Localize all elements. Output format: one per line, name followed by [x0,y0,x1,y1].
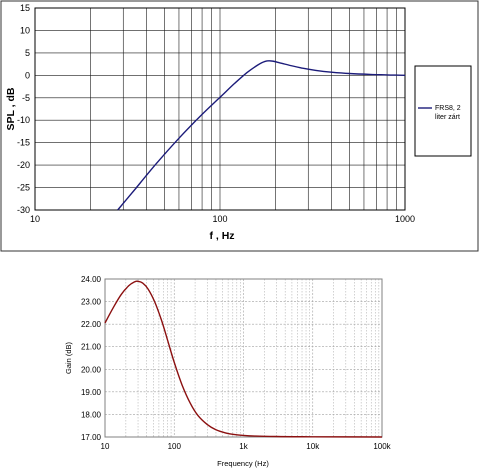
gain-series-line [104,280,383,438]
spl-x-tick-label: 1000 [395,214,415,224]
legend-box [414,65,472,157]
gain-y-tick-label: 24.00 [81,275,102,284]
gain-x-tick-label: 100 [168,442,182,451]
spl-y-tick-label: 5 [25,48,30,58]
gain-y-tick-label: 23.00 [81,298,102,307]
gain-y-axis-label: Gain (dB) [64,341,73,374]
gain-x-tick-label: 10 [101,442,110,451]
legend-label: FRS8, 2 liter zárt [435,105,463,121]
gain-x-tick-label: 100k [373,442,391,451]
gain-y-tick-label: 19.00 [81,388,102,397]
gain-x-tick-label: 10k [306,442,320,451]
spl-y-tick-label: 15 [20,3,30,13]
gain-y-tick-label: 22.00 [81,320,102,329]
spl-y-tick-label: 10 [20,25,30,35]
spl-tick-labels: -30 -25 -20 -15 -10 -5 0 5 10 15 10 100 1000 [17,3,415,224]
gain-chart: 17.00 18.00 19.00 20.00 21.00 22.00 23.00 24.00… [64,275,392,468]
spl-grid [34,7,406,211]
spl-legend: FRS8, 2 liter zárt [414,65,472,157]
spl-y-tick-label: -30 [17,205,30,215]
spl-series-line [117,60,406,211]
spl-x-tick-label: 10 [30,214,40,224]
spl-x-axis-label: f , Hz [209,230,234,242]
spl-plot-area [34,7,406,211]
legend-label-line-2: liter zárt [435,114,460,121]
spl-y-tick-label: -5 [22,93,30,103]
gain-tick-labels: 17.00 18.00 19.00 20.00 21.00 22.00 23.00 24.00… [81,275,392,451]
spl-y-axis-label: SPL , dB [5,87,17,130]
gain-y-tick-label: 17.00 [81,433,102,442]
gain-plot-area [104,278,383,438]
spl-y-tick-label: -15 [17,138,30,148]
spl-chart-frame [0,0,479,252]
gain-y-tick-label: 21.00 [81,343,102,352]
legend-label-line-1: FRS8, 2 [435,105,461,112]
gain-y-tick-label: 20.00 [81,365,102,374]
gain-y-tick-label: 18.00 [81,410,102,419]
gain-x-tick-label: 1k [239,442,248,451]
spl-y-tick-label: -25 [17,183,30,193]
spl-x-tick-label: 100 [212,214,227,224]
gain-x-axis-label: Frequency (Hz) [217,459,269,468]
gain-grid [104,278,383,438]
spl-y-tick-label: -20 [17,160,30,170]
spl-y-tick-label: -10 [17,115,30,125]
spl-y-tick-label: 0 [25,70,30,80]
